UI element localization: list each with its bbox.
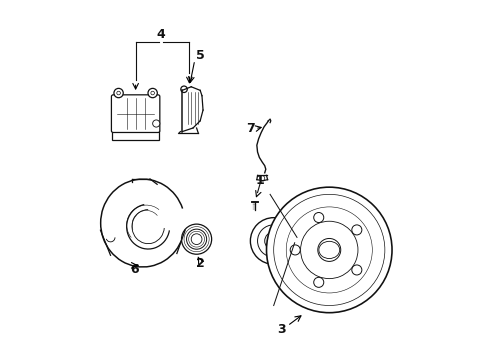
Circle shape	[318, 238, 341, 261]
Text: 3: 3	[277, 323, 286, 336]
Circle shape	[187, 229, 207, 249]
Circle shape	[314, 277, 324, 287]
Circle shape	[290, 245, 300, 255]
Circle shape	[250, 218, 297, 264]
Circle shape	[267, 187, 392, 313]
Circle shape	[265, 232, 283, 250]
Circle shape	[314, 212, 324, 222]
Text: 1: 1	[256, 174, 265, 186]
Circle shape	[191, 234, 202, 244]
Text: 2: 2	[196, 257, 205, 270]
Circle shape	[153, 120, 160, 127]
FancyBboxPatch shape	[113, 130, 159, 140]
Circle shape	[352, 265, 362, 275]
Circle shape	[151, 91, 154, 95]
FancyBboxPatch shape	[111, 95, 160, 132]
Circle shape	[181, 86, 187, 93]
Circle shape	[148, 88, 157, 98]
Text: 7: 7	[246, 122, 255, 135]
Circle shape	[352, 225, 362, 235]
Ellipse shape	[319, 241, 340, 258]
Circle shape	[117, 91, 121, 95]
Circle shape	[260, 176, 265, 181]
Text: 4: 4	[156, 28, 165, 41]
Text: 6: 6	[131, 263, 139, 276]
Text: 5: 5	[196, 49, 204, 62]
Circle shape	[181, 224, 212, 254]
Circle shape	[114, 88, 123, 98]
Circle shape	[258, 225, 290, 257]
